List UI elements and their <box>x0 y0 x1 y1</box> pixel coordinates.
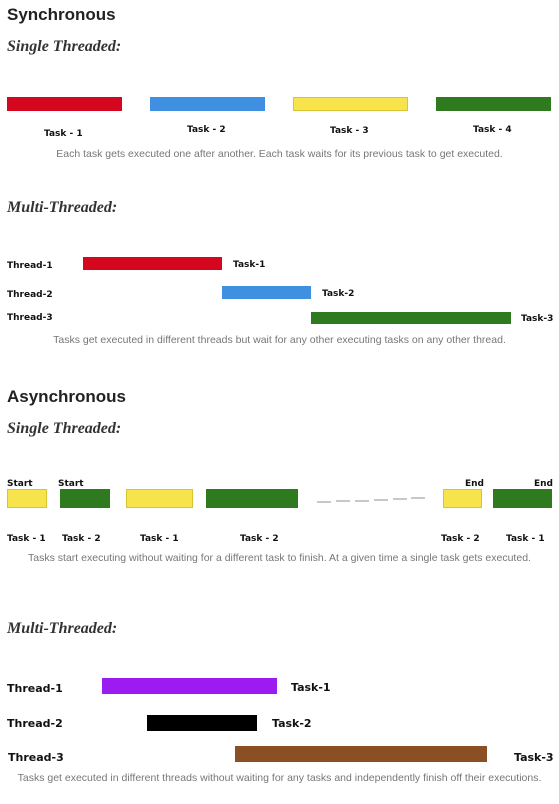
sync-thread-1-label: Thread-1 <box>7 261 53 271</box>
async-thread-2-task-label: Task-2 <box>272 717 312 730</box>
sync-thread-3-label: Thread-3 <box>7 313 53 323</box>
async-gap-dash <box>336 500 350 502</box>
sync-multi-title: Multi-Threaded: <box>7 199 118 216</box>
async-block-1 <box>7 489 47 508</box>
async-single-title: Single Threaded: <box>7 420 122 437</box>
sync-task-3-bar <box>293 97 408 111</box>
sync-thread-2-bar <box>222 286 311 299</box>
sync-heading: Synchronous <box>7 5 116 24</box>
async-thread-3-task-label: Task-3 <box>514 751 554 764</box>
async-block-3 <box>126 489 193 508</box>
sync-thread-1-bar <box>83 257 222 270</box>
async-block-5 <box>443 489 482 508</box>
async-start-label-2: Start <box>58 479 84 489</box>
async-gap-dash <box>411 497 425 499</box>
async-thread-3-label: Thread-3 <box>8 751 64 764</box>
async-end-label-1: End <box>465 479 484 489</box>
sync-task-1-label: Task - 1 <box>44 129 83 139</box>
sync-task-4-bar <box>436 97 551 111</box>
async-multi-caption: Tasks get executed in different threads … <box>17 772 542 784</box>
sync-task-4-label: Task - 4 <box>473 125 512 135</box>
sync-task-3-label: Task - 3 <box>330 126 369 136</box>
async-thread-2-label: Thread-2 <box>7 717 63 730</box>
async-block-5-label: Task - 2 <box>441 534 480 544</box>
sync-task-2-bar <box>150 97 265 111</box>
async-thread-3-bar <box>235 746 487 762</box>
async-start-label-1: Start <box>7 479 33 489</box>
sync-task-1-bar <box>7 97 122 111</box>
sync-thread-3-bar <box>311 312 511 324</box>
async-single-caption: Tasks start executing without waiting fo… <box>28 552 531 564</box>
sync-single-caption: Each task gets executed one after anothe… <box>56 148 503 160</box>
sync-thread-2-task-label: Task-2 <box>322 289 355 299</box>
async-block-6 <box>493 489 552 508</box>
async-block-6-label: Task - 1 <box>506 534 545 544</box>
async-thread-1-bar <box>102 678 277 694</box>
sync-thread-1-task-label: Task-1 <box>233 260 266 270</box>
sync-single-title: Single Threaded: <box>7 38 122 55</box>
sync-thread-3-task-label: Task-3 <box>521 314 554 324</box>
async-thread-1-label: Thread-1 <box>7 682 63 695</box>
async-gap-dash <box>355 500 369 502</box>
async-multi-title: Multi-Threaded: <box>7 620 118 637</box>
sync-multi-caption: Tasks get executed in different threads … <box>53 334 506 346</box>
async-block-4-label: Task - 2 <box>240 534 279 544</box>
sync-thread-2-label: Thread-2 <box>7 290 53 300</box>
sync-task-2-label: Task - 2 <box>187 125 226 135</box>
async-block-1-label: Task - 1 <box>7 534 46 544</box>
async-block-2-label: Task - 2 <box>62 534 101 544</box>
async-heading: Asynchronous <box>7 387 127 406</box>
async-gap-dash <box>317 501 331 503</box>
async-gap-dash <box>374 499 388 501</box>
async-end-label-2: End <box>534 479 553 489</box>
async-thread-2-bar <box>147 715 257 731</box>
async-block-2 <box>60 489 110 508</box>
async-block-4 <box>206 489 298 508</box>
async-gap-dash <box>393 498 407 500</box>
async-thread-1-task-label: Task-1 <box>291 681 331 694</box>
async-block-3-label: Task - 1 <box>140 534 179 544</box>
